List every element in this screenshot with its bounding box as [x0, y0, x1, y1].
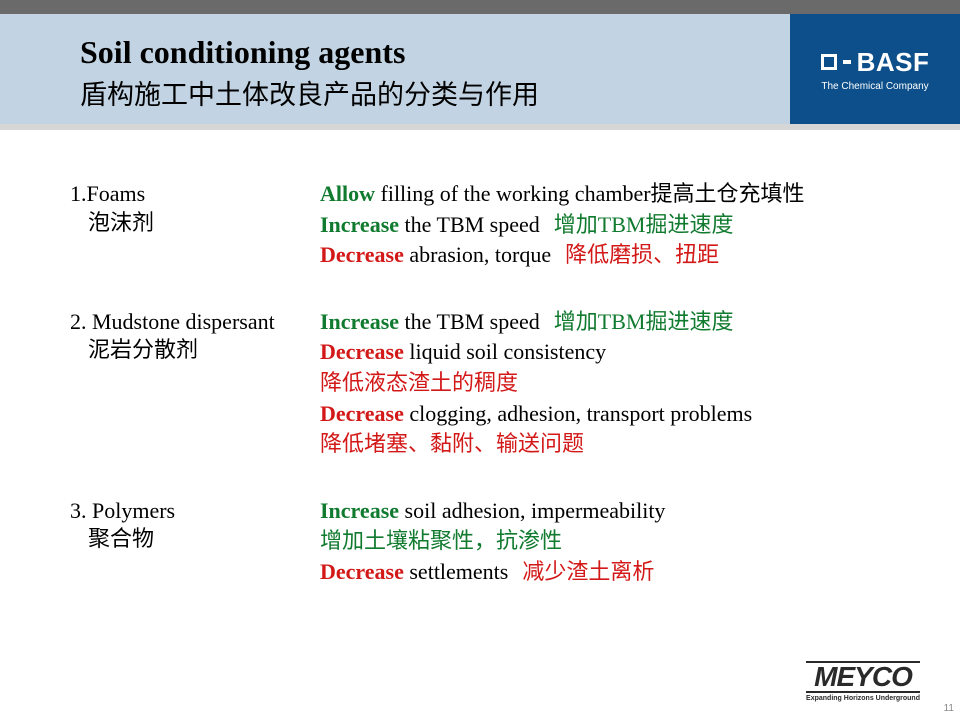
footer-logo-text: MEYCO [806, 661, 920, 693]
detail-line: Allow filling of the working chamber提高土仓… [320, 180, 805, 209]
brand-square-icon [821, 54, 837, 70]
section-right: Allow filling of the working chamber提高土仓… [320, 180, 805, 272]
detail-line: Decrease abrasion, torque 降低磨损、扭距 [320, 241, 805, 270]
keyword: Decrease [320, 401, 404, 426]
line-zh: 增加TBM掘进速度 [554, 212, 734, 237]
header-titles: Soil conditioning agents 盾构施工中土体改良产品的分类与… [0, 26, 539, 112]
section-row: 1.Foams泡沫剂Allow filling of the working c… [70, 180, 912, 272]
section-label-zh: 泡沫剂 [70, 209, 320, 238]
section-label-zh: 聚合物 [70, 525, 320, 554]
line-zh: 降低液态渣土的稠度 [320, 370, 518, 395]
brand-text: BASF [857, 47, 930, 78]
section-label-en: 3. Polymers [70, 497, 320, 526]
line-en: settlements [404, 559, 508, 584]
section-label-en: 1.Foams [70, 180, 320, 209]
section-label-en: 2. Mudstone dispersant [70, 308, 320, 337]
line-zh: 降低磨损、扭距 [565, 242, 719, 267]
keyword: Allow [320, 181, 375, 206]
footer-logo: MEYCO Expanding Horizons Underground [806, 661, 920, 702]
section-row: 2. Mudstone dispersant泥岩分散剂Increase the … [70, 308, 912, 461]
line-en: abrasion, torque [404, 242, 551, 267]
section-label-zh: 泥岩分散剂 [70, 336, 320, 365]
keyword: Decrease [320, 242, 404, 267]
keyword: Increase [320, 309, 399, 334]
keyword: Decrease [320, 559, 404, 584]
slide-header: Soil conditioning agents 盾构施工中土体改良产品的分类与… [0, 14, 960, 124]
line-en: soil adhesion, impermeability [399, 498, 665, 523]
section-right: Increase the TBM speed 增加TBM掘进速度 Decrease … [320, 308, 752, 461]
detail-line: Increase soil adhesion, impermeability [320, 497, 665, 526]
brand-logo: BASF [821, 47, 930, 78]
top-divider [0, 0, 960, 14]
line-zh: 增加TBM掘进速度 [554, 309, 734, 334]
title-en: Soil conditioning agents [80, 34, 539, 71]
footer-logo-sub: Expanding Horizons Underground [806, 695, 920, 702]
line-en: the TBM speed [399, 212, 540, 237]
keyword: Increase [320, 498, 399, 523]
section-left: 2. Mudstone dispersant泥岩分散剂 [70, 308, 320, 461]
detail-line: 增加土壤粘聚性，抗渗性 [320, 527, 665, 556]
title-zh: 盾构施工中土体改良产品的分类与作用 [80, 73, 539, 112]
line-zh: 提高土仓充填性 [651, 181, 805, 206]
line-en: filling of the working chamber [375, 181, 651, 206]
detail-line: Increase the TBM speed 增加TBM掘进速度 [320, 308, 752, 337]
page-number: 11 [944, 703, 954, 714]
line-en: clogging, adhesion, transport problems [404, 401, 752, 426]
keyword: Decrease [320, 339, 404, 364]
slide-content: 1.Foams泡沫剂Allow filling of the working c… [0, 130, 960, 589]
detail-line: 降低堵塞、黏附、输送问题 [320, 430, 752, 459]
keyword: Increase [320, 212, 399, 237]
line-en: liquid soil consistency [404, 339, 606, 364]
detail-line: Increase the TBM speed 增加TBM掘进速度 [320, 211, 805, 240]
section-row: 3. Polymers聚合物Increase soil adhesion, im… [70, 497, 912, 589]
brand-sub: The Chemical Company [821, 81, 928, 92]
section-left: 1.Foams泡沫剂 [70, 180, 320, 272]
detail-line: Decrease liquid soil consistency [320, 338, 752, 367]
section-left: 3. Polymers聚合物 [70, 497, 320, 589]
section-right: Increase soil adhesion, impermeability增加… [320, 497, 665, 589]
detail-line: Decrease settlements 减少渣土离析 [320, 558, 665, 587]
line-zh: 增加土壤粘聚性，抗渗性 [320, 528, 562, 553]
detail-line: Decrease clogging, adhesion, transport p… [320, 400, 752, 429]
detail-line: 降低液态渣土的稠度 [320, 369, 752, 398]
line-zh: 降低堵塞、黏附、输送问题 [320, 431, 584, 456]
line-zh: 减少渣土离析 [522, 559, 654, 584]
line-en: the TBM speed [399, 309, 540, 334]
brand-dash-icon [843, 60, 851, 64]
brand-block: BASF The Chemical Company [790, 14, 960, 124]
